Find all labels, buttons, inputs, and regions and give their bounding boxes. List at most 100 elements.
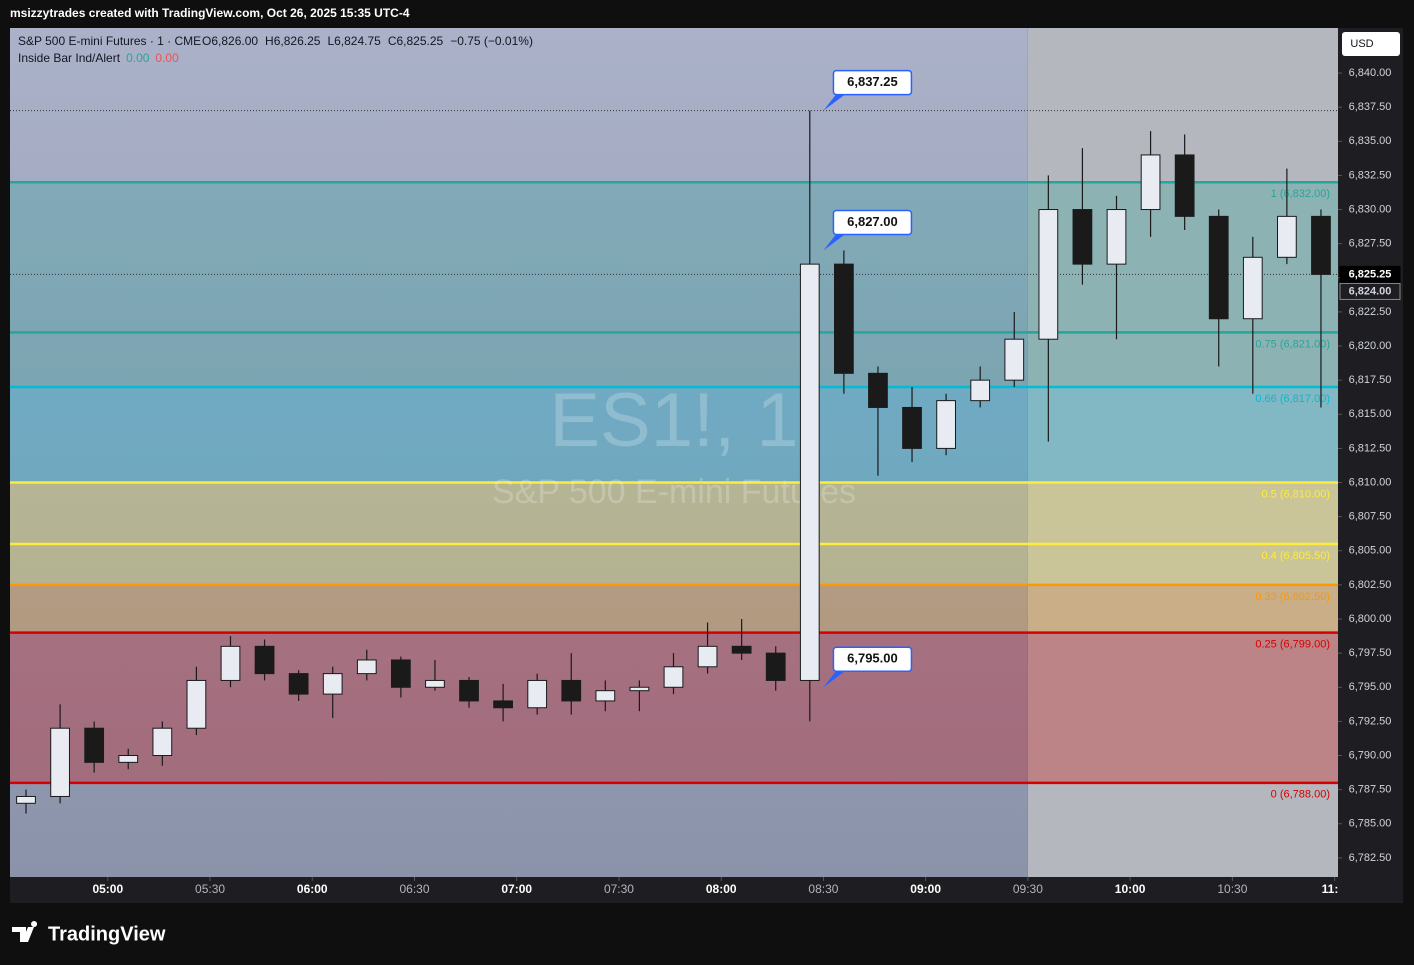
candle-body <box>1208 215 1229 320</box>
y-tick-label: 6,792.50 <box>1349 715 1392 727</box>
candle-body <box>799 263 820 681</box>
candle-body <box>84 727 105 763</box>
candle-body <box>1072 209 1093 265</box>
ohlc-value: −0.75 (−0.01%) <box>450 34 533 48</box>
fib-label: 0.33 (6,802.50) <box>1255 591 1330 603</box>
x-tick-label: 05:30 <box>195 882 225 896</box>
y-tick-label: 6,822.50 <box>1349 306 1392 318</box>
ohlc-value: H6,826.25 <box>265 34 321 48</box>
candle-body <box>902 406 922 449</box>
callout-pointer <box>823 232 848 251</box>
candle-body <box>459 679 479 702</box>
fib-label: 0.25 (6,799.00) <box>1255 639 1330 651</box>
fib-band <box>10 543 1338 585</box>
y-tick-label: 6,795.00 <box>1349 681 1392 693</box>
candle-body <box>629 686 650 692</box>
watermark: S&P 500 E-mini Futures <box>492 473 856 511</box>
candle-body <box>16 795 36 804</box>
candle-body <box>765 652 786 681</box>
fib-label: 0.75 (6,821.00) <box>1255 338 1330 350</box>
callout-box <box>832 209 913 236</box>
callout-label: 6,795.00 <box>847 651 898 666</box>
ohlc-value: L6,824.75 <box>327 34 381 48</box>
candle-body <box>834 263 854 374</box>
price-axis <box>1338 28 1403 903</box>
y-tick-label: 6,802.50 <box>1349 579 1392 591</box>
fib-label: 0 (6,788.00) <box>1271 789 1330 801</box>
fib-label: 0.66 (6,817.00) <box>1255 393 1330 405</box>
x-tick-label: 07:00 <box>501 882 532 896</box>
caption: msizzytrades created with TradingView.co… <box>10 6 410 20</box>
candle-body <box>970 379 991 402</box>
x-tick-label: 08:00 <box>706 882 737 896</box>
price-tag <box>1339 282 1401 300</box>
candle-body <box>663 666 684 688</box>
candle-body <box>322 673 343 695</box>
brand: TradingView <box>12 921 166 945</box>
x-tick-label: 06:30 <box>399 882 429 896</box>
y-tick-label: 6,810.00 <box>1349 476 1392 488</box>
price-tag-label: 6,824.00 <box>1349 285 1392 297</box>
y-tick-label: 6,840.00 <box>1349 67 1392 79</box>
candle-body <box>1311 215 1331 275</box>
y-tick-label: 6,805.00 <box>1349 545 1392 557</box>
currency-button[interactable] <box>1342 32 1400 56</box>
brand-name: TradingView <box>48 923 166 945</box>
y-tick-label: 6,830.00 <box>1349 203 1392 215</box>
watermark: ES1!, 1 <box>549 378 798 463</box>
callout-pointer <box>823 669 848 688</box>
fib-label: 0.5 (6,810.00) <box>1262 488 1331 500</box>
x-tick-label: 11: <box>1322 882 1339 896</box>
candle-body <box>1038 209 1059 340</box>
candle-body <box>1004 338 1025 381</box>
plot-area: 1 (6,832.00) 0.75 (6,821.00) 0.66 (6,817.0… <box>10 28 1338 877</box>
fib-band <box>10 182 1338 333</box>
y-tick-label: 6,820.00 <box>1349 340 1392 352</box>
candle-body <box>868 372 888 408</box>
fib-band <box>10 584 1338 633</box>
fib-band <box>10 482 1338 544</box>
candle-body <box>731 645 752 654</box>
x-tick-label: 05:00 <box>92 882 123 896</box>
x-tick-label: 10:30 <box>1217 882 1247 896</box>
candle-body <box>288 673 309 695</box>
y-tick-label: 6,797.50 <box>1349 647 1392 659</box>
overlay: 6,837.25 6,827.00 6,795.00 6,782.50 6,785.00… <box>10 28 1403 903</box>
x-tick-label: 06:00 <box>297 882 328 896</box>
candle-body <box>595 690 616 702</box>
candle-body <box>50 727 70 797</box>
candle-body <box>1277 215 1297 258</box>
candle-body <box>390 659 411 688</box>
y-tick-label: 6,790.00 <box>1349 749 1392 761</box>
candle-body <box>1140 154 1161 211</box>
x-tick-label: 08:30 <box>808 882 838 896</box>
candle-body <box>118 755 139 763</box>
callout-box <box>832 69 913 96</box>
y-tick-label: 6,807.50 <box>1349 511 1392 523</box>
x-tick-label: 09:00 <box>910 882 941 896</box>
y-tick-label: 6,832.50 <box>1349 169 1392 181</box>
candle-body <box>254 645 275 675</box>
callout-label: 6,837.25 <box>847 74 898 89</box>
candle-body <box>1174 154 1195 217</box>
candle-body <box>1106 209 1127 265</box>
x-tick-label: 09:30 <box>1013 882 1043 896</box>
callout-label: 6,827.00 <box>847 214 898 229</box>
candle-body <box>697 645 718 668</box>
candle-body <box>425 679 445 688</box>
fib-label: 0.4 (6,805.50) <box>1262 550 1331 562</box>
price-tag-label: 6,825.25 <box>1349 268 1392 280</box>
time-axis <box>10 877 1338 903</box>
candle-body <box>220 645 241 681</box>
y-tick-label: 6,787.50 <box>1349 784 1392 796</box>
ohlc-value: C6,825.25 <box>388 34 444 48</box>
candle-body <box>356 659 377 675</box>
chart-title: S&P 500 E-mini Futures · 1 · CME <box>18 34 201 48</box>
candle-body <box>186 679 207 729</box>
price-tag <box>1339 265 1401 283</box>
callout-box <box>832 646 913 673</box>
y-tick-label: 6,782.50 <box>1349 852 1392 864</box>
indicator-value: 0.00 <box>126 51 150 65</box>
